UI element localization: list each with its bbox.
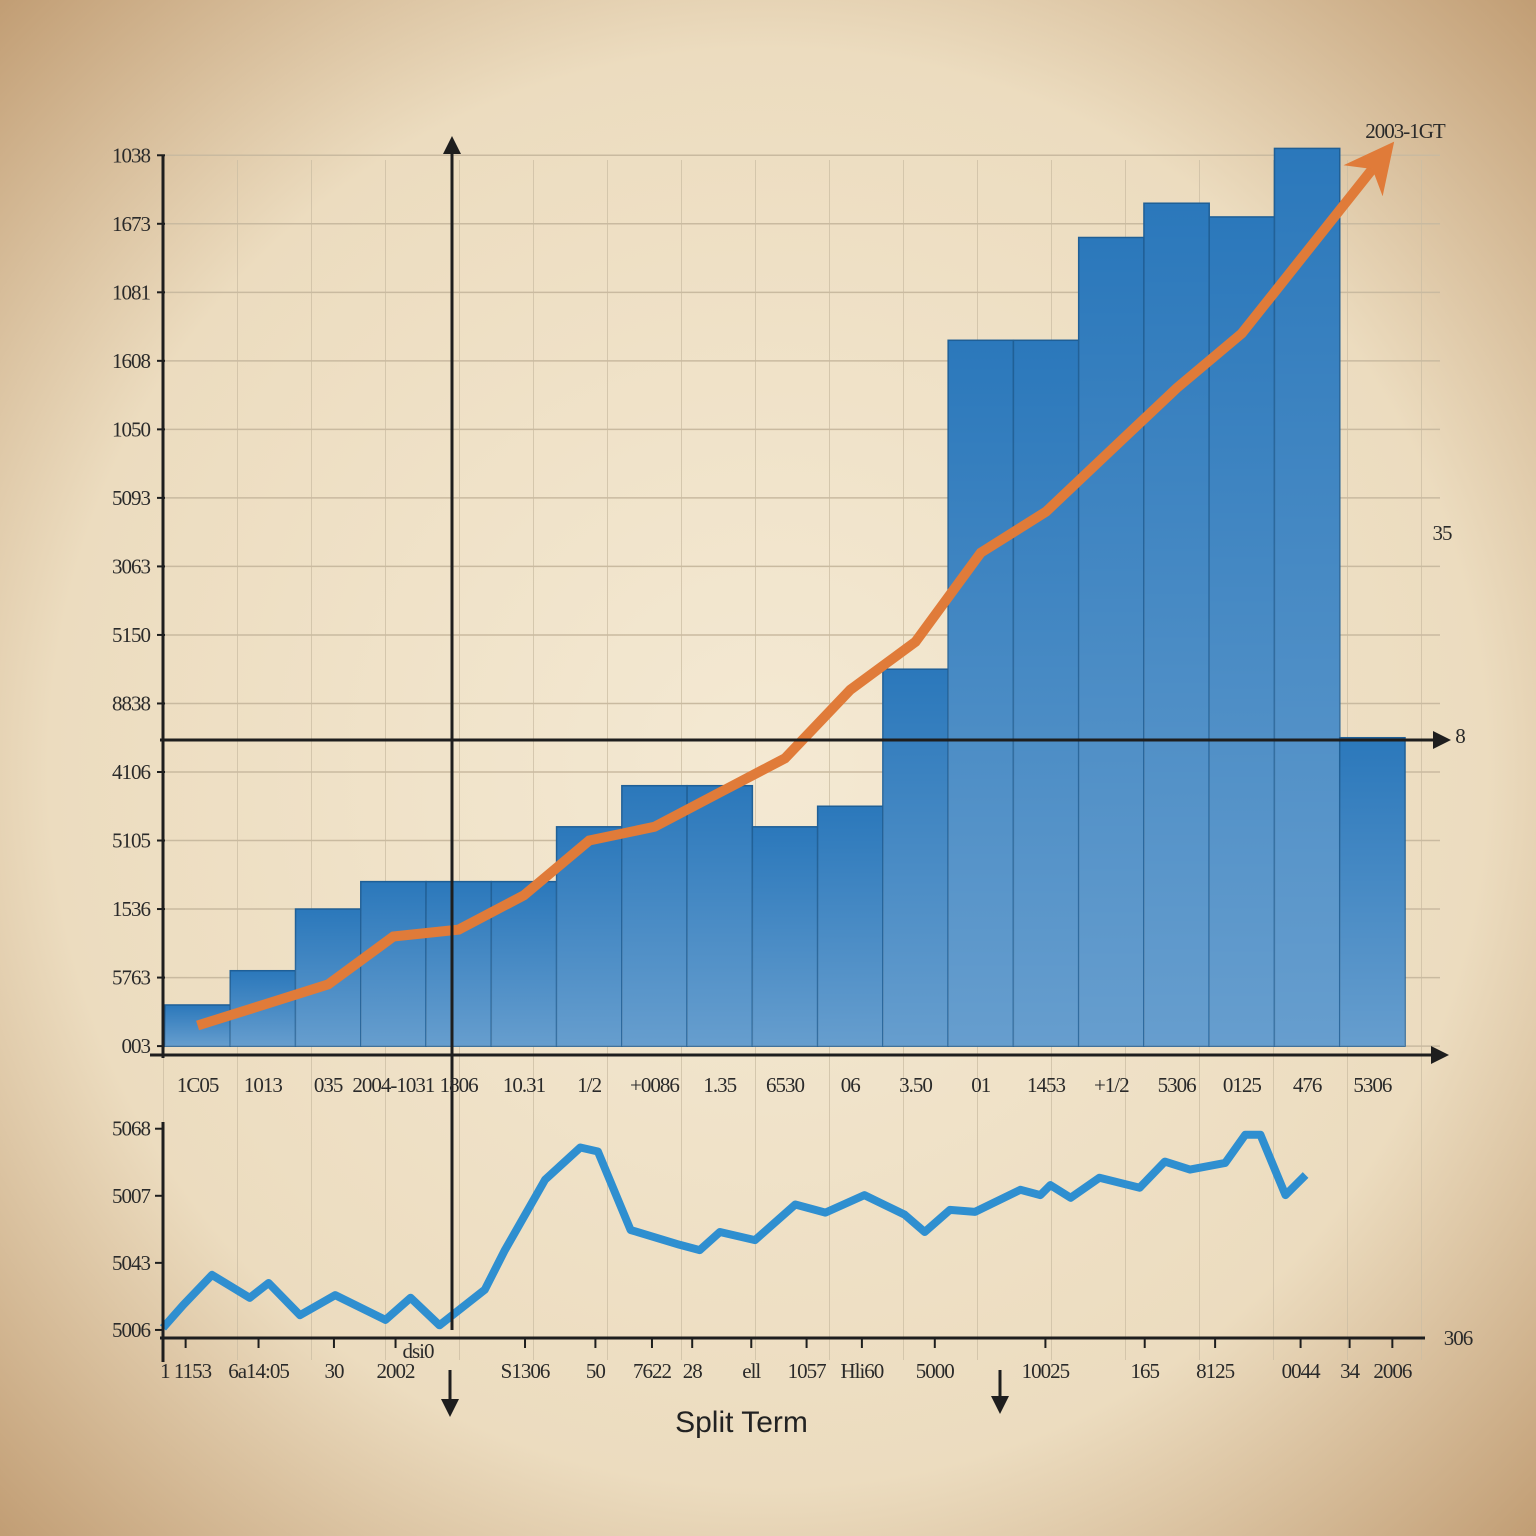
trend-line [196, 141, 1395, 1031]
x-tick-label: 1453 [1027, 1073, 1066, 1097]
x-tick-label: 6a14:05 [228, 1359, 289, 1383]
annotation: 35 [1433, 521, 1453, 545]
bar-shade [1209, 216, 1275, 1047]
y-tick-label: 8838 [112, 691, 151, 715]
y-tick-label: 5763 [112, 966, 151, 990]
x-tick-label: +1/2 [1094, 1073, 1129, 1097]
bar-shade [882, 669, 949, 1047]
y-tick-label: 003 [122, 1034, 151, 1058]
marks-layer [159, 141, 1406, 1331]
x-tick-label: 30 [324, 1359, 344, 1383]
y-tick-label: 5068 [112, 1117, 151, 1141]
y-tick-label: 5105 [112, 829, 151, 853]
y-tick-label: 5006 [112, 1318, 151, 1342]
bar-shade [1339, 737, 1405, 1047]
chart-title: Split Term [675, 1406, 808, 1439]
y-tick-label: 1673 [112, 212, 151, 236]
x-tick-label: Hli60 [840, 1359, 883, 1383]
y-tick-label: 5093 [112, 486, 151, 510]
x-tick-label: 1/2 [577, 1073, 601, 1097]
bar-shade [426, 881, 492, 1047]
annotation: 2003-1GT [1365, 119, 1446, 143]
bar-shade [687, 785, 753, 1047]
x-tick-label: 2006 [1373, 1359, 1412, 1383]
y-tick-label: 1038 [112, 143, 151, 167]
bar-shade [1274, 148, 1340, 1047]
annotation: 306 [1444, 1326, 1473, 1350]
x-tick-label: 06 [841, 1073, 861, 1097]
x-tick-label: 035 [314, 1073, 343, 1097]
x-tick-label: 01 [971, 1073, 991, 1097]
x-tick-label: 50 [586, 1359, 606, 1383]
y-tick-label: 1050 [112, 417, 151, 441]
y-tick-label: 5043 [112, 1251, 151, 1275]
x-tick-label: 1013 [244, 1073, 283, 1097]
text-layer: 003 5763 1536 5105 4106 8838 5150 3063 5093 1050 1… [112, 119, 1474, 1439]
x-tick-label: 5000 [916, 1359, 955, 1383]
annotation: 8 [1455, 724, 1465, 748]
x-tick-label: 3.50 [899, 1073, 932, 1097]
line [159, 1130, 1309, 1331]
x-tick-label: 2002 [377, 1359, 416, 1383]
x-tick-label: 10.31 [503, 1073, 546, 1097]
x-tick-label: 2004-1031 [352, 1073, 434, 1097]
x-tick-label: 7622 [633, 1359, 672, 1383]
y-tick-label: 1081 [112, 280, 151, 304]
annotation: dsi0 [402, 1339, 434, 1363]
x-tick-label: 10025 [1022, 1359, 1070, 1383]
y-tick-label: 5007 [112, 1184, 151, 1208]
x-tick-label: 1C05 [177, 1073, 219, 1097]
x-tick-label: +0086 [630, 1073, 679, 1097]
bar-shade [1013, 340, 1079, 1047]
bar-shade [360, 881, 427, 1047]
x-tick-label: 5306 [1353, 1073, 1392, 1097]
x-tick-label: S1306 [501, 1359, 550, 1383]
bar-shade [1078, 237, 1144, 1047]
bar-shade [1143, 203, 1210, 1047]
x-tick-label: 6530 [766, 1073, 805, 1097]
bar-shade [295, 909, 361, 1047]
x-tick-label: 0044 [1282, 1359, 1322, 1383]
y-tick-label: 3063 [112, 554, 151, 578]
bar-shade [948, 340, 1014, 1047]
x-tick-label: ell [742, 1359, 761, 1383]
x-tick-label: 1.35 [703, 1073, 736, 1097]
x-tick-label: 1806 [440, 1073, 479, 1097]
x-tick-label: 165 [1130, 1359, 1159, 1383]
bar-shade [817, 806, 883, 1047]
y-tick-label: 1608 [112, 349, 151, 373]
x-tick-label: 34 [1340, 1359, 1361, 1383]
x-tick-label: 1057 [788, 1359, 827, 1383]
y-tick-label: 4106 [112, 760, 151, 784]
x-tick-label: 476 [1293, 1073, 1322, 1097]
x-tick-label: 8125 [1196, 1359, 1235, 1383]
x-tick-label: 28 [683, 1359, 703, 1383]
axes-layer [150, 136, 1451, 1417]
bar-shade [752, 826, 818, 1047]
x-tick-label: 1 1153 [160, 1359, 211, 1383]
x-tick-label: 0125 [1223, 1073, 1262, 1097]
y-tick-label: 1536 [112, 897, 151, 921]
y-tick-label: 5150 [112, 623, 151, 647]
x-tick-label: 5306 [1158, 1073, 1197, 1097]
